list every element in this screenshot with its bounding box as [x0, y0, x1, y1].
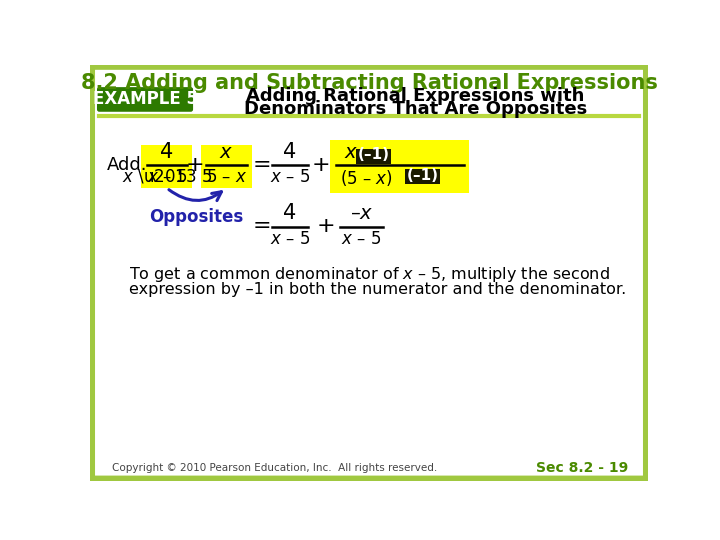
Text: +: +: [312, 155, 330, 175]
Text: (–1): (–1): [358, 147, 390, 162]
FancyBboxPatch shape: [97, 87, 193, 112]
Text: (–1): (–1): [407, 168, 438, 183]
FancyBboxPatch shape: [330, 140, 469, 193]
Text: +: +: [317, 217, 336, 237]
Text: 4: 4: [284, 142, 297, 162]
Text: –$x$: –$x$: [349, 205, 373, 224]
Text: =: =: [253, 155, 271, 175]
FancyBboxPatch shape: [405, 168, 441, 184]
FancyBboxPatch shape: [141, 145, 192, 188]
Text: 4: 4: [284, 204, 297, 224]
FancyBboxPatch shape: [356, 148, 392, 164]
Text: Denominators That Are Opposites: Denominators That Are Opposites: [244, 100, 587, 118]
Text: Add.: Add.: [107, 156, 148, 174]
Text: +: +: [186, 155, 204, 175]
Text: 8.2 Adding and Subtracting Rational Expressions: 8.2 Adding and Subtracting Rational Expr…: [81, 73, 657, 93]
Text: $x$ – 5: $x$ – 5: [270, 168, 310, 186]
Text: $x$ – 5: $x$ – 5: [341, 230, 382, 247]
FancyBboxPatch shape: [201, 145, 252, 188]
Text: expression by –1 in both the numerator and the denominator.: expression by –1 in both the numerator a…: [129, 282, 626, 297]
Text: 5 – $x$: 5 – $x$: [206, 168, 247, 186]
Text: $x$ – 5: $x$ – 5: [147, 168, 187, 186]
Text: Copyright © 2010 Pearson Education, Inc.  All rights reserved.: Copyright © 2010 Pearson Education, Inc.…: [112, 463, 437, 473]
Text: $x$: $x$: [344, 143, 359, 162]
Text: To get a common denominator of $x$ – 5, multiply the second: To get a common denominator of $x$ – 5, …: [129, 265, 610, 284]
Text: Sec 8.2 - 19: Sec 8.2 - 19: [536, 461, 629, 475]
Text: (5 – $x$): (5 – $x$): [340, 168, 392, 188]
Text: 4: 4: [160, 142, 174, 162]
FancyArrowPatch shape: [169, 190, 222, 200]
FancyBboxPatch shape: [91, 66, 647, 479]
Text: $x$: $x$: [220, 143, 233, 162]
Text: Adding Rational Expressions with: Adding Rational Expressions with: [246, 86, 585, 105]
Text: EXAMPLE 5: EXAMPLE 5: [93, 90, 197, 109]
Text: =: =: [253, 217, 271, 237]
Text: $x$ \u2013 5: $x$ \u2013 5: [122, 168, 212, 186]
Text: Opposites: Opposites: [149, 208, 243, 226]
Text: $x$ – 5: $x$ – 5: [270, 230, 310, 247]
